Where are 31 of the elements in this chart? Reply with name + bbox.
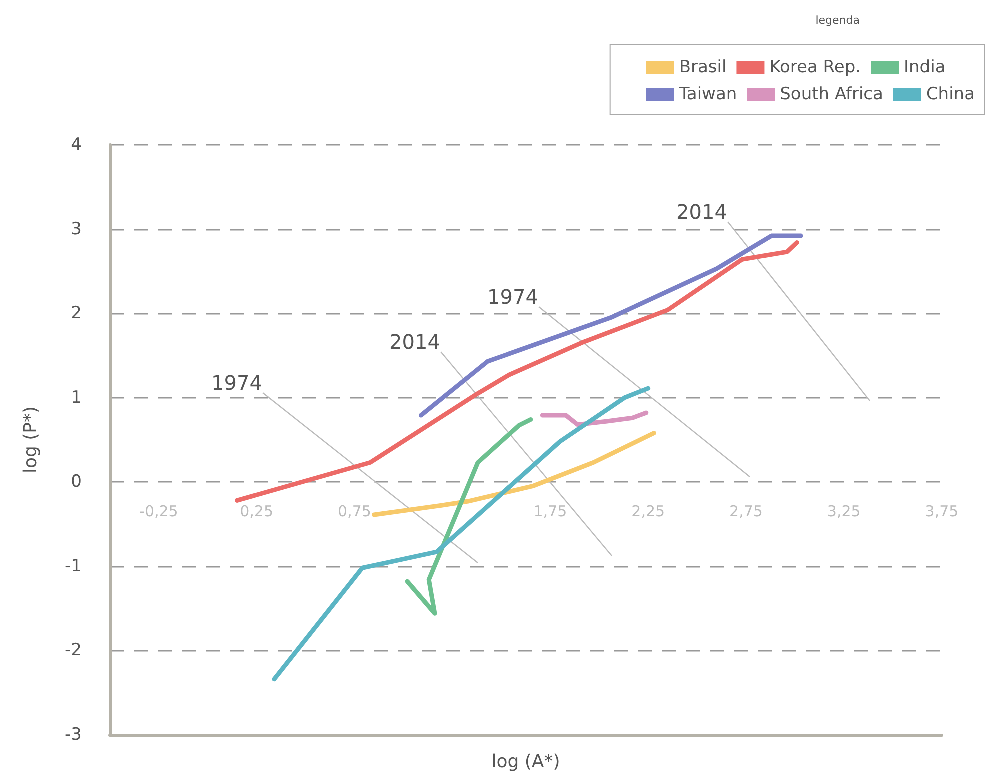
y-tick-label: -2	[65, 640, 82, 661]
x-tick-label: 3,75	[925, 502, 959, 520]
y-tick-label: 4	[71, 135, 82, 155]
x-tick-label: 2,75	[730, 502, 763, 520]
y-tick-label: -1	[65, 556, 82, 576]
x-tick-label: 1,75	[534, 502, 568, 520]
x-tick-label: 2,25	[632, 502, 666, 520]
line-series	[405, 418, 534, 616]
x-axis-title: log (A*)	[492, 752, 560, 772]
legend-label: Korea Rep.	[770, 58, 862, 78]
x-tick-label: 0,75	[338, 502, 372, 520]
legend-label: South Africa	[780, 84, 884, 104]
legend-label: Brasil	[679, 58, 727, 78]
y-tick-label: 2	[71, 304, 82, 324]
legend-title: legenda	[816, 14, 860, 27]
line-series	[540, 410, 649, 428]
y-tick-label: 1	[71, 388, 82, 408]
annotation: 1974	[212, 371, 262, 395]
legend-label: China	[926, 84, 976, 104]
annotation: 2014	[390, 330, 440, 354]
legend-label: India	[904, 58, 946, 78]
x-tick-label: 3,25	[827, 502, 861, 520]
y-axis-title: log (P*)	[20, 406, 42, 474]
annotation: 1974	[488, 285, 538, 309]
x-tick-label: -0,25	[140, 502, 178, 520]
x-tick-label: 0,25	[240, 502, 274, 520]
y-tick-label: -3	[65, 725, 82, 745]
y-tick-label: 3	[71, 219, 82, 240]
legend-label: Taiwan	[678, 84, 738, 104]
annotation: 2014	[676, 200, 728, 224]
y-tick-label: 0	[71, 472, 82, 492]
